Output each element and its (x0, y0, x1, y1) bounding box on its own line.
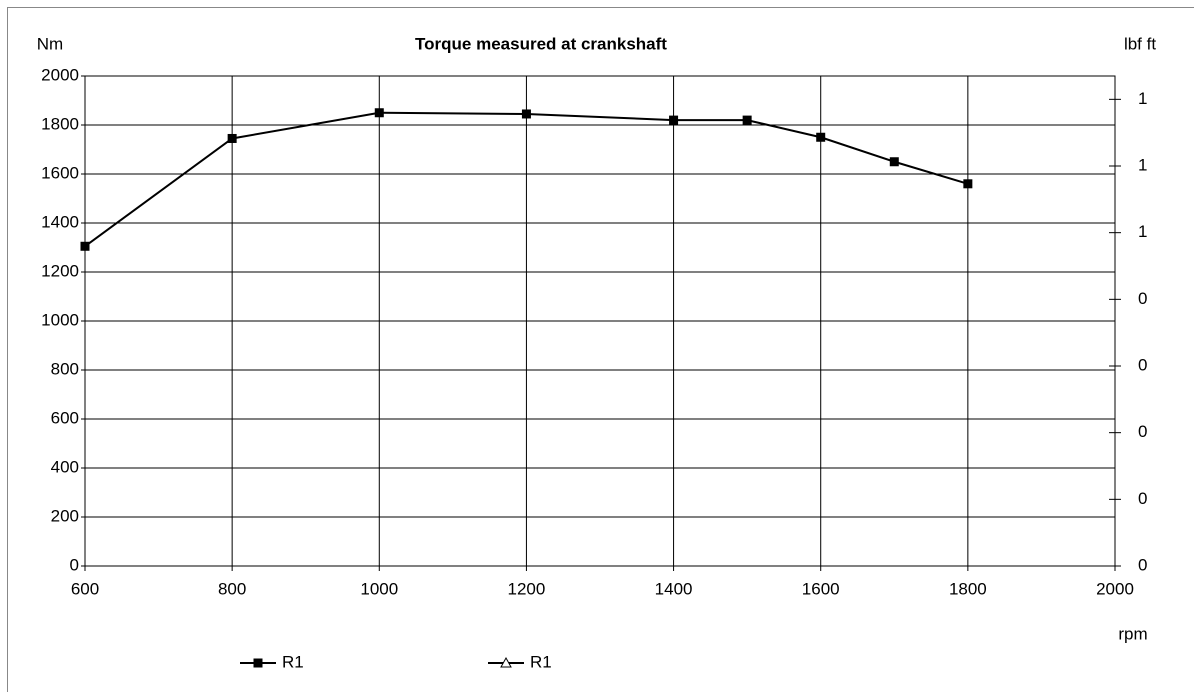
x-tick-label: 1200 (508, 579, 546, 598)
y-tick-label: 600 (51, 408, 79, 427)
y-tick-label: 1000 (41, 310, 79, 329)
y2-axis-label: lbf ft (1124, 34, 1156, 53)
y-tick-label: 1200 (41, 261, 79, 280)
y-tick-label: 1600 (41, 163, 79, 182)
x-tick-label: 2000 (1096, 579, 1134, 598)
y-tick-label: 2000 (41, 65, 79, 84)
legend-label: R1 (530, 652, 552, 671)
y-tick-label: 1800 (41, 114, 79, 133)
y2-tick-label: 0 (1138, 289, 1147, 308)
marker (743, 116, 752, 125)
marker (522, 109, 531, 118)
x-tick-label: 1400 (655, 579, 693, 598)
legend-label: R1 (282, 652, 304, 671)
chart-title: Torque measured at crankshaft (415, 34, 667, 53)
marker (963, 179, 972, 188)
x-tick-label: 1800 (949, 579, 987, 598)
marker (81, 242, 90, 251)
chart-frame (8, 8, 1194, 693)
legend-marker (254, 659, 263, 668)
y2-tick-label: 0 (1138, 555, 1147, 574)
x-tick-label: 800 (218, 579, 246, 598)
marker (816, 133, 825, 142)
x-axis-label: rpm (1118, 624, 1147, 643)
y2-tick-label: 0 (1138, 422, 1147, 441)
marker (375, 108, 384, 117)
y-tick-label: 0 (70, 555, 79, 574)
marker (669, 116, 678, 125)
y2-tick-label: 1 (1138, 155, 1147, 174)
y2-tick-label: 1 (1138, 89, 1147, 108)
x-tick-label: 600 (71, 579, 99, 598)
y2-tick-label: 0 (1138, 355, 1147, 374)
x-tick-label: 1600 (802, 579, 840, 598)
y2-tick-label: 0 (1138, 489, 1147, 508)
y-tick-label: 1400 (41, 212, 79, 231)
marker (228, 134, 237, 143)
y2-tick-label: 1 (1138, 222, 1147, 241)
y-axis-label: Nm (37, 34, 63, 53)
y-tick-label: 200 (51, 506, 79, 525)
y-tick-label: 400 (51, 457, 79, 476)
marker (890, 157, 899, 166)
x-tick-label: 1000 (360, 579, 398, 598)
y-tick-label: 800 (51, 359, 79, 378)
